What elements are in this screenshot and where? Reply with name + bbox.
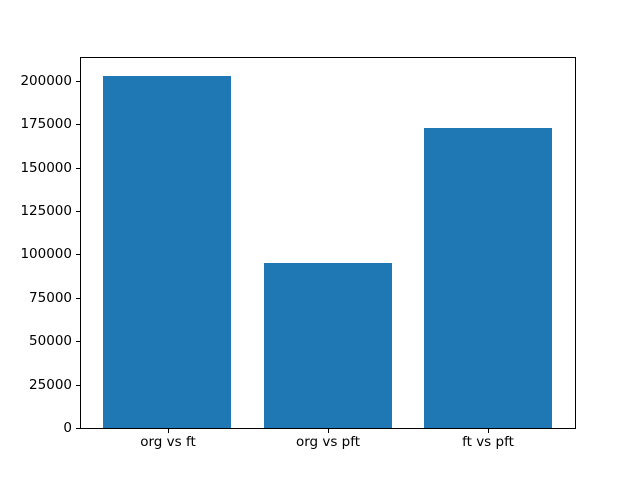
y-axis-tick-label: 200000 [20, 73, 72, 89]
plot-area [80, 57, 576, 429]
y-axis-tick-label: 100000 [20, 246, 72, 262]
y-axis-tick-label: 125000 [20, 203, 72, 219]
x-axis-tick-label: org vs ft [140, 434, 196, 450]
bar-org-vs-pft [264, 263, 392, 428]
y-axis-tick-label: 175000 [20, 116, 72, 132]
bar-org-vs-ft [103, 76, 231, 428]
y-axis-tick-label: 50000 [29, 333, 72, 349]
y-axis-tick [76, 428, 80, 429]
x-axis-tick-label: ft vs pft [462, 434, 514, 450]
x-axis-tick-label: org vs pft [295, 434, 361, 450]
bar-ft-vs-pft [424, 128, 552, 428]
y-axis-tick-label: 75000 [29, 290, 72, 306]
y-axis-tick [76, 254, 80, 255]
y-axis-tick [76, 124, 80, 125]
y-axis-tick-label: 25000 [29, 377, 72, 393]
y-axis-tick-label: 0 [63, 420, 72, 436]
y-axis-tick [76, 385, 80, 386]
y-axis-tick-label: 150000 [20, 160, 72, 176]
y-axis-tick [76, 81, 80, 82]
x-axis-tick [488, 429, 489, 433]
y-axis-tick [76, 298, 80, 299]
y-axis-tick [76, 168, 80, 169]
y-axis-tick [76, 211, 80, 212]
x-axis-tick [328, 429, 329, 433]
x-axis-tick [168, 429, 169, 433]
y-axis-tick [76, 341, 80, 342]
